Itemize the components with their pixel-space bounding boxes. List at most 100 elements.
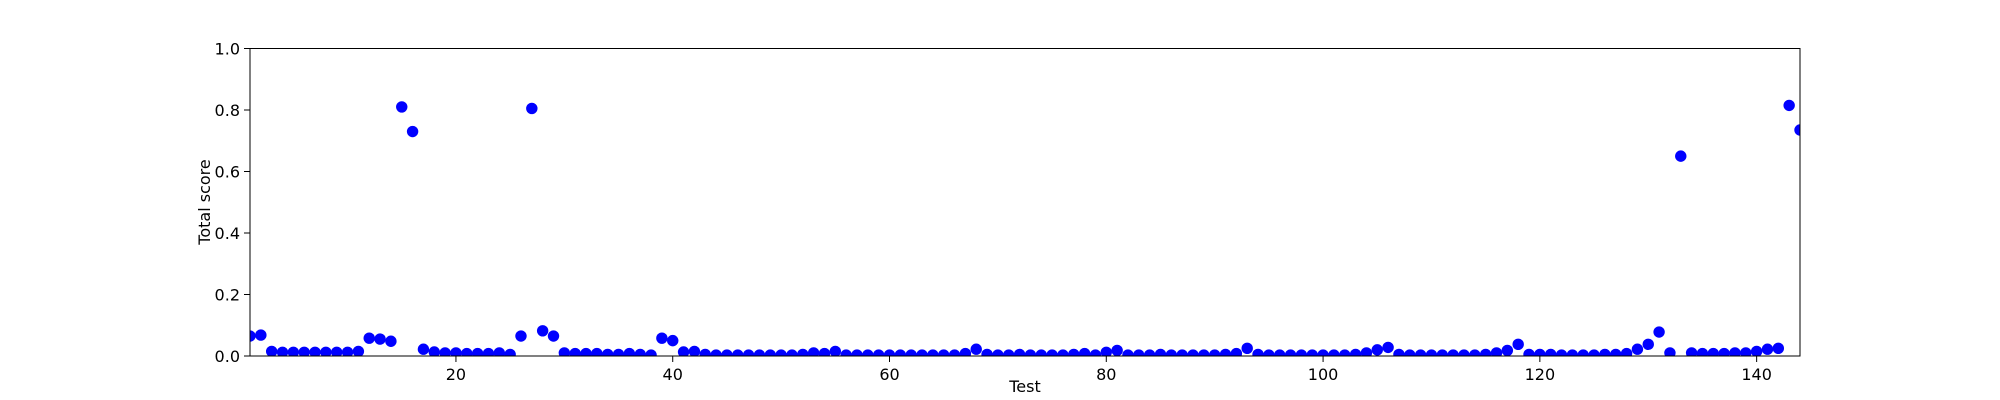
data-point [948,349,961,356]
x-tick-label: 140 [1741,365,1772,384]
data-point [580,347,592,356]
data-point [1620,347,1633,356]
data-point [601,348,614,356]
data-point [677,346,690,356]
data-point [742,349,755,356]
x-tick-label: 60 [879,365,899,384]
axes-frame [249,48,1801,357]
y-tick-label: 1.0 [215,40,240,59]
data-point [515,330,527,342]
data-point [1545,348,1557,356]
data-point [1599,348,1611,356]
data-point [645,349,657,356]
data-point [1284,349,1297,356]
data-point [851,349,863,356]
data-point [1631,343,1644,355]
data-point [374,333,386,345]
data-point [1653,326,1665,338]
data-point [1046,349,1058,356]
data-point [1555,349,1568,356]
data-point [667,334,679,347]
data-point [1122,349,1134,356]
data-point [1003,349,1015,356]
x-axis-label: Test [1008,377,1041,396]
data-point [1035,349,1047,356]
x-tick-label: 20 [446,365,466,384]
data-point [1501,344,1514,356]
data-point [1089,349,1102,356]
data-point [1306,349,1318,356]
data-point [688,345,701,356]
data-point [1675,150,1687,162]
data-point [894,349,907,356]
data-point [797,348,809,356]
y-axis-label: Total score [195,159,214,245]
data-point [612,348,625,356]
data-point [1718,347,1730,356]
data-point [1133,349,1145,356]
data-point [1610,348,1622,356]
x-tick-label: 40 [663,365,683,384]
data-point [905,349,917,356]
data-point [981,348,993,356]
data-point [569,347,581,356]
data-point [298,346,310,356]
data-point [1241,342,1253,355]
data-point [1360,347,1373,356]
data-point [250,330,256,342]
data-point [1436,349,1449,356]
data-point [1057,349,1069,356]
data-point [1404,349,1416,356]
data-point [1707,347,1719,356]
data-point [970,343,982,355]
data-point [1783,99,1795,112]
data-point [1176,349,1188,356]
data-point [807,347,820,356]
data-point [1534,348,1546,356]
data-point [1447,349,1459,356]
data-point [1024,349,1037,356]
data-point [1479,348,1492,356]
data-point [1577,349,1589,356]
data-point [753,349,766,356]
data-point [786,349,798,356]
data-point [363,332,375,344]
x-tick-label: 100 [1308,365,1339,384]
data-point [1794,124,1800,136]
data-point [1198,349,1210,356]
data-point [309,346,321,356]
data-point [764,349,776,356]
data-point [840,349,852,356]
data-point [558,347,571,356]
y-tick-label: 0.4 [215,224,240,243]
data-point [699,348,711,356]
data-point [938,349,950,356]
data-point [1469,349,1481,356]
data-point [1382,341,1394,354]
data-point [255,329,267,341]
data-point [883,349,896,356]
data-point [504,348,516,356]
data-point [656,332,668,344]
data-point [1295,349,1308,356]
data-point [1165,349,1178,356]
data-point [1458,349,1470,356]
data-point [536,325,549,337]
data-point [1696,347,1709,356]
data-point [331,346,343,356]
data-point [732,349,744,356]
data-point [710,349,722,356]
x-tick-label: 80 [1096,365,1116,384]
data-point [276,346,289,356]
plot-area [250,99,1800,356]
data-point [320,346,332,356]
data-point [1111,344,1123,356]
data-point [916,349,928,356]
data-point [1230,347,1243,356]
data-point [439,347,451,356]
data-point [482,347,495,356]
data-point [1685,347,1698,356]
data-point [775,349,787,356]
data-point [352,345,365,356]
